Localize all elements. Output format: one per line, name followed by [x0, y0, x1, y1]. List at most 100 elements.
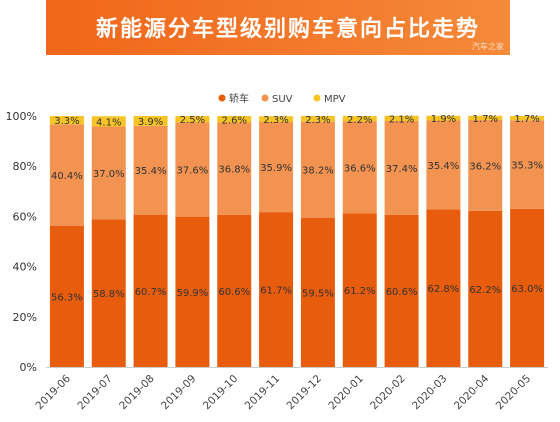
data-label: 61.2% [344, 286, 376, 297]
data-label: 37.6% [177, 165, 209, 176]
legend-label: SUV [272, 94, 293, 105]
bar-segment-mpv [384, 115, 419, 122]
bar-segment-sedan [175, 216, 210, 367]
data-label: 1.7% [473, 114, 498, 125]
y-tick-label: 100% [6, 110, 37, 123]
legend-marker [218, 94, 226, 102]
bar-segment-sedan [384, 214, 419, 367]
data-label: 2.2% [347, 115, 372, 126]
bar-segment-sedan [468, 210, 503, 367]
data-label: 2.5% [180, 115, 205, 126]
data-label: 59.9% [177, 288, 209, 299]
bar-segment-sedan [426, 209, 461, 367]
bar-segment-suv [133, 125, 168, 215]
legend-label: MPV [324, 94, 346, 105]
data-label: 3.3% [54, 116, 79, 127]
data-label: 2.3% [263, 115, 288, 126]
bar-segment-suv [175, 122, 210, 217]
data-label: 35.9% [260, 163, 292, 174]
legend-marker [261, 94, 269, 102]
x-tick-label: 2019-09 [159, 373, 199, 413]
bar-segment-suv [217, 122, 252, 215]
bar-segment-sedan [510, 208, 545, 367]
data-label: 2.6% [222, 115, 247, 126]
data-label: 4.1% [96, 117, 121, 128]
data-label: 35.3% [511, 161, 543, 172]
x-tick-label: 2019-06 [34, 372, 74, 412]
y-tick-label: 20% [13, 311, 37, 324]
y-tick-label: 0% [20, 361, 37, 374]
data-label: 1.9% [431, 114, 456, 125]
bar-segment-mpv [175, 116, 210, 123]
watermark-text: 汽车之家 [472, 42, 504, 51]
x-tick-label: 2020-05 [494, 373, 534, 413]
bar-segment-mpv [49, 116, 84, 125]
data-label: 62.8% [428, 284, 460, 295]
data-label: 37.0% [93, 169, 125, 180]
bar-segment-mpv [342, 116, 377, 122]
data-label: 35.4% [135, 166, 167, 177]
x-tick-label: 2020-04 [452, 372, 492, 412]
bar-segment-sedan [133, 214, 168, 367]
y-tick-label: 40% [13, 261, 37, 274]
y-tick-label: 80% [13, 160, 37, 173]
bar-segment-mpv [91, 116, 126, 127]
chart-title: 新能源分车型级别购车意向占比走势 [96, 17, 481, 42]
data-label: 40.4% [51, 171, 83, 182]
data-label: 37.4% [386, 164, 418, 175]
x-tick-label: 2019-08 [117, 373, 157, 413]
data-label: 61.7% [260, 286, 292, 297]
bar-segment-sedan [217, 214, 252, 367]
data-label: 62.2% [469, 285, 501, 296]
data-label: 2.3% [305, 115, 330, 126]
data-label: 58.8% [93, 289, 125, 300]
bar-segment-mpv [426, 115, 461, 121]
bar-segment-suv [259, 122, 294, 213]
y-tick-label: 60% [13, 210, 37, 223]
x-tick-label: 2019-07 [75, 373, 115, 413]
bar-segment-mpv [300, 116, 335, 122]
bar-segment-mpv [468, 115, 503, 121]
legend-marker [313, 94, 321, 102]
bar-segment-sedan [259, 212, 294, 367]
bar-segment-suv [468, 120, 503, 211]
bar-segment-suv [510, 120, 545, 209]
legend-label: 轿车 [229, 92, 249, 105]
bar-segment-suv [91, 126, 126, 220]
data-label: 36.8% [218, 165, 250, 176]
x-tick-label: 2020-03 [410, 373, 450, 413]
bar-segment-sedan [49, 225, 84, 367]
data-label: 36.2% [469, 161, 501, 172]
data-label: 2.1% [389, 114, 414, 125]
bar-segment-mpv [259, 116, 294, 123]
data-label: 35.4% [428, 161, 460, 172]
x-tick-label: 2019-12 [285, 373, 325, 413]
x-tick-label: 2020-02 [368, 373, 408, 413]
bar-segment-sedan [91, 219, 126, 367]
data-label: 60.7% [135, 287, 167, 298]
bar-segment-suv [300, 121, 335, 218]
bar-segment-suv [384, 121, 419, 215]
bar-segment-mpv [217, 116, 252, 123]
data-label: 38.2% [302, 166, 334, 177]
bar-segment-sedan [342, 213, 377, 367]
bar-segment-suv [342, 121, 377, 214]
bar-segment-suv [426, 120, 461, 210]
data-label: 63.0% [511, 284, 543, 295]
data-label: 36.6% [344, 163, 376, 174]
bar-segment-sedan [300, 217, 335, 367]
title-banner: 新能源分车型级别购车意向占比走势 汽车之家 [46, 0, 510, 55]
x-tick-label: 2020-01 [326, 373, 366, 413]
x-tick-label: 2019-10 [201, 373, 241, 413]
bar-segment-suv [49, 124, 84, 226]
data-label: 59.5% [302, 288, 334, 299]
data-label: 1.7% [514, 114, 539, 125]
data-label: 3.9% [138, 117, 163, 128]
x-tick-label: 2019-11 [243, 373, 283, 413]
data-label: 56.3% [51, 292, 83, 303]
bar-segment-mpv [510, 116, 545, 121]
data-label: 60.6% [218, 287, 250, 298]
data-label: 60.6% [386, 287, 418, 298]
bar-segment-mpv [133, 116, 168, 126]
